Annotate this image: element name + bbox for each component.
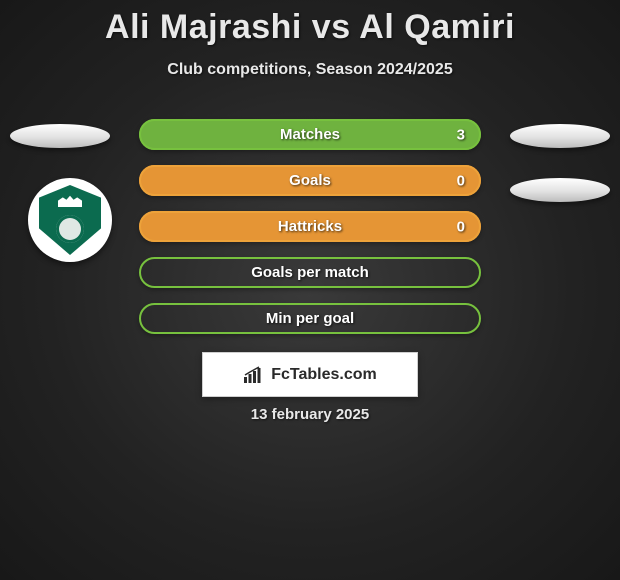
stat-value: 3: [457, 126, 465, 143]
branding-badge[interactable]: FcTables.com: [202, 352, 418, 397]
club-logo: [28, 178, 112, 262]
stat-label: Matches: [280, 126, 340, 143]
stat-label: Goals per match: [251, 264, 369, 281]
stat-row-min-per-goal: Min per goal: [139, 303, 481, 334]
stat-value: 0: [457, 218, 465, 235]
stat-row-goals: Goals 0: [139, 165, 481, 196]
club-crest-icon: [39, 185, 101, 255]
player-left-placeholder: [10, 124, 110, 148]
stat-label: Hattricks: [278, 218, 342, 235]
page-subtitle: Club competitions, Season 2024/2025: [0, 61, 620, 79]
stat-row-hattricks: Hattricks 0: [139, 211, 481, 242]
page-title: Ali Majrashi vs Al Qamiri: [0, 0, 620, 47]
player-right-placeholder-1: [510, 124, 610, 148]
stat-row-matches: Matches 3: [139, 119, 481, 150]
branding-text: FcTables.com: [271, 366, 377, 384]
stat-label: Min per goal: [266, 310, 354, 327]
stat-value: 0: [457, 172, 465, 189]
player-right-placeholder-2: [510, 178, 610, 202]
chart-bars-icon: [243, 366, 265, 384]
date-label: 13 february 2025: [0, 406, 620, 423]
stat-row-goals-per-match: Goals per match: [139, 257, 481, 288]
stat-label: Goals: [289, 172, 331, 189]
